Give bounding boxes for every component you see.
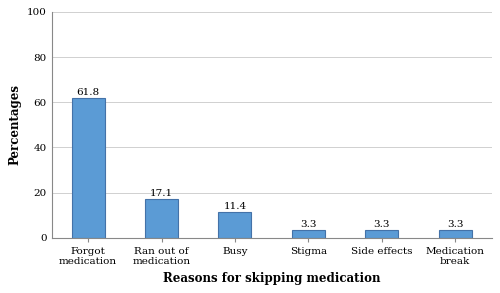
- Text: 3.3: 3.3: [300, 220, 316, 229]
- Y-axis label: Percentages: Percentages: [8, 84, 22, 165]
- Bar: [218, 212, 252, 238]
- X-axis label: Reasons for skipping medication: Reasons for skipping medication: [163, 272, 380, 285]
- Bar: [365, 230, 398, 238]
- Text: 17.1: 17.1: [150, 189, 173, 198]
- Text: 11.4: 11.4: [224, 202, 246, 211]
- Text: 61.8: 61.8: [76, 88, 100, 97]
- Bar: [292, 230, 325, 238]
- Bar: [72, 98, 104, 238]
- Text: 3.3: 3.3: [447, 220, 464, 229]
- Bar: [145, 199, 178, 238]
- Text: 3.3: 3.3: [374, 220, 390, 229]
- Bar: [438, 230, 472, 238]
